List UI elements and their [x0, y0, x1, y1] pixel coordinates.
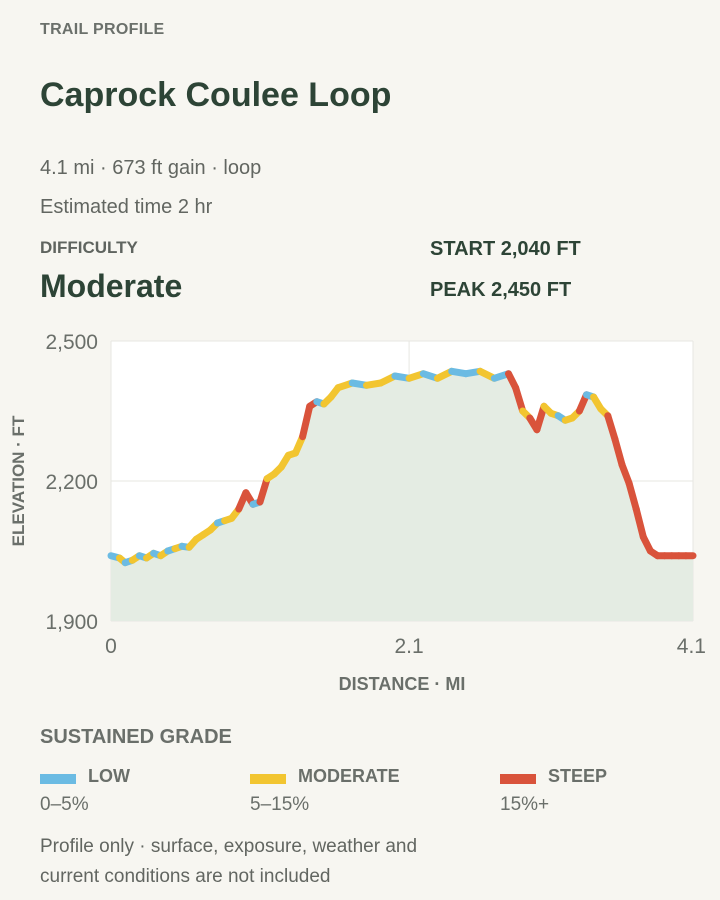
legend-range-steep: 15%+ — [500, 794, 550, 815]
x-axis-ticks: 0 2.1 4.1 — [105, 635, 706, 658]
elevation-chart: 1,900 2,200 2,500 0 2.1 4.1 ELEVATION · FT D… — [9, 331, 706, 694]
difficulty-label: DIFFICULTY — [40, 238, 138, 257]
y-tick-label: 1,900 — [45, 611, 98, 634]
x-tick-label: 0 — [105, 635, 117, 658]
line-segment-steep — [256, 475, 271, 506]
difficulty-value: Moderate — [40, 268, 183, 304]
legend-range-low: 0–5% — [40, 794, 89, 815]
y-tick-label: 2,200 — [45, 471, 98, 494]
elevation-area — [111, 371, 693, 621]
legend-name-steep: STEEP — [548, 766, 608, 786]
line-segment-steep — [533, 402, 548, 434]
peak-elevation: PEAK 2,450 FT — [430, 279, 572, 301]
elevation-line — [107, 367, 697, 567]
estimated-time: Estimated time 2 hr — [40, 196, 213, 218]
trail-summary: 4.1 mi · 673 ft gain · loop — [40, 157, 262, 179]
line-segment-steep — [299, 402, 314, 441]
y-axis-label: ELEVATION · FT — [9, 415, 28, 546]
line-segment-steep — [632, 505, 647, 541]
section-eyebrow: TRAIL PROFILE — [40, 21, 165, 38]
x-tick-label: 2.1 — [394, 635, 423, 658]
legend-range-moderate: 5–15% — [250, 794, 310, 815]
legend-name-low: LOW — [88, 766, 130, 786]
line-segment-steep — [625, 479, 640, 513]
x-tick-label: 4.1 — [677, 635, 706, 658]
line-segment-steep — [611, 435, 626, 469]
footnote: Profile only · surface, exposure, weathe… — [40, 836, 418, 887]
start-elevation: START 2,040 FT — [430, 238, 581, 260]
legend-swatch-moderate — [250, 774, 286, 784]
trail-title: Caprock Coulee Loop — [40, 76, 392, 114]
line-segment-steep — [512, 384, 527, 415]
line-segment-steep — [604, 412, 619, 443]
legend-swatch-low — [40, 774, 76, 784]
y-axis-ticks: 1,900 2,200 2,500 — [45, 331, 98, 634]
legend-name-moderate: MODERATE — [298, 766, 400, 786]
legend-swatch-steep — [500, 774, 536, 784]
x-axis-label: DISTANCE · MI — [339, 674, 466, 694]
y-tick-label: 2,500 — [45, 331, 98, 354]
legend-title: SUSTAINED GRADE — [40, 726, 232, 748]
